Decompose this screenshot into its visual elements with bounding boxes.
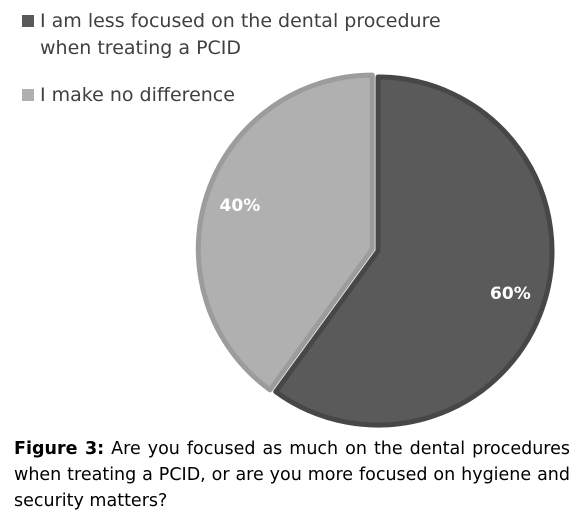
pie-slice-no-difference xyxy=(195,72,375,393)
legend-entry-no-difference: I make no difference xyxy=(20,82,490,109)
legend-entry-less-focused: I am less focused on the dental procedur… xyxy=(20,8,490,62)
figure-caption: Figure 3: Are you focused as much on the… xyxy=(14,436,570,514)
legend-label-less-focused: I am less focused on the dental procedur… xyxy=(40,10,441,59)
figure-label: Figure 3: xyxy=(14,439,105,459)
pie-slice-less-focused xyxy=(273,74,555,428)
legend-label-no-difference: I make no difference xyxy=(40,84,235,106)
legend-swatch-no-difference xyxy=(22,89,34,101)
pie-chart: 60% 40% xyxy=(195,72,555,428)
data-label-less-focused: 60% xyxy=(490,284,531,304)
chart-legend: I am less focused on the dental procedur… xyxy=(20,8,490,109)
data-label-no-difference: 40% xyxy=(220,196,261,216)
legend-swatch-less-focused xyxy=(22,15,34,27)
figure-caption-text: Are you focused as much on the dental pr… xyxy=(14,439,570,511)
